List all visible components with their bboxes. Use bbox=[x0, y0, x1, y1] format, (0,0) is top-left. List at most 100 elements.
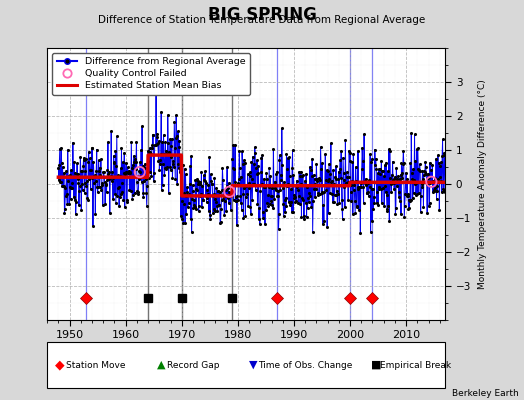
Point bbox=[260, 175, 268, 182]
Point bbox=[275, 226, 283, 232]
Point bbox=[387, 181, 395, 187]
Point bbox=[67, 167, 75, 173]
Point bbox=[116, 194, 124, 200]
Point bbox=[118, 189, 126, 195]
Point bbox=[137, 147, 145, 153]
Point bbox=[396, 176, 404, 182]
Point bbox=[173, 161, 182, 167]
Point bbox=[78, 168, 86, 174]
Point bbox=[398, 174, 407, 181]
Text: ◆: ◆ bbox=[55, 358, 64, 372]
Point bbox=[346, 189, 355, 195]
Point bbox=[361, 179, 369, 185]
Point bbox=[374, 166, 383, 172]
Point bbox=[84, 196, 92, 203]
Point bbox=[62, 168, 71, 174]
Point bbox=[434, 176, 443, 182]
Point bbox=[178, 198, 186, 204]
Point bbox=[223, 195, 232, 201]
Point bbox=[332, 192, 341, 198]
Point bbox=[311, 194, 319, 200]
Point bbox=[62, 191, 71, 197]
Text: ■: ■ bbox=[371, 360, 381, 370]
Point bbox=[416, 161, 424, 167]
Point bbox=[77, 168, 85, 174]
Point bbox=[343, 174, 352, 180]
Point bbox=[205, 154, 214, 160]
Point bbox=[287, 186, 295, 192]
Point bbox=[307, 167, 315, 173]
Point bbox=[216, 220, 224, 226]
Point bbox=[207, 178, 215, 184]
Point bbox=[167, 154, 175, 160]
Point bbox=[235, 148, 244, 154]
Point bbox=[73, 160, 81, 166]
Point bbox=[359, 184, 367, 190]
Point bbox=[395, 189, 403, 196]
Point bbox=[348, 211, 357, 217]
Point bbox=[212, 199, 220, 205]
Point bbox=[412, 192, 420, 199]
Point bbox=[81, 168, 90, 174]
Point bbox=[257, 181, 266, 188]
Point bbox=[349, 150, 357, 157]
Point bbox=[127, 187, 135, 194]
Point bbox=[377, 186, 385, 192]
Point bbox=[276, 187, 285, 194]
Point bbox=[137, 179, 146, 185]
Point bbox=[125, 187, 134, 193]
Point bbox=[361, 180, 369, 186]
Point bbox=[162, 148, 170, 154]
Point bbox=[162, 151, 171, 158]
Point bbox=[159, 132, 168, 138]
Point bbox=[343, 169, 351, 175]
Point bbox=[437, 159, 445, 166]
Point bbox=[208, 181, 216, 187]
Point bbox=[370, 194, 378, 200]
Point bbox=[84, 149, 93, 155]
Point bbox=[434, 152, 442, 158]
Point bbox=[394, 179, 402, 185]
Point bbox=[256, 221, 264, 227]
Point bbox=[56, 146, 64, 152]
Point bbox=[108, 175, 117, 181]
Point bbox=[310, 176, 319, 182]
Point bbox=[373, 189, 381, 195]
Point bbox=[183, 204, 192, 210]
Point bbox=[269, 146, 278, 152]
Point bbox=[83, 195, 92, 201]
Point bbox=[222, 208, 231, 214]
Point bbox=[363, 190, 371, 196]
Point bbox=[64, 173, 73, 179]
Point bbox=[188, 229, 196, 236]
Point bbox=[81, 180, 89, 186]
Point bbox=[331, 174, 339, 180]
Text: Record Gap: Record Gap bbox=[167, 360, 219, 370]
Point bbox=[194, 208, 203, 215]
Point bbox=[54, 176, 63, 183]
Point bbox=[177, 171, 185, 178]
Point bbox=[59, 183, 67, 189]
Point bbox=[427, 166, 435, 173]
Point bbox=[58, 183, 67, 189]
Point bbox=[263, 176, 271, 182]
Point bbox=[381, 189, 390, 195]
Point bbox=[91, 211, 100, 218]
Point bbox=[149, 132, 157, 138]
Point bbox=[95, 184, 104, 190]
Point bbox=[92, 167, 101, 174]
Point bbox=[410, 131, 419, 138]
Point bbox=[418, 168, 427, 174]
Point bbox=[86, 186, 95, 192]
Point bbox=[396, 172, 405, 178]
Point bbox=[185, 180, 194, 187]
Point bbox=[269, 205, 277, 211]
Point bbox=[71, 211, 80, 217]
Point bbox=[236, 193, 244, 200]
Point bbox=[364, 189, 373, 196]
Point bbox=[348, 159, 356, 165]
Point bbox=[184, 191, 192, 198]
Point bbox=[251, 150, 259, 156]
Point bbox=[327, 179, 335, 186]
Point bbox=[429, 189, 437, 195]
